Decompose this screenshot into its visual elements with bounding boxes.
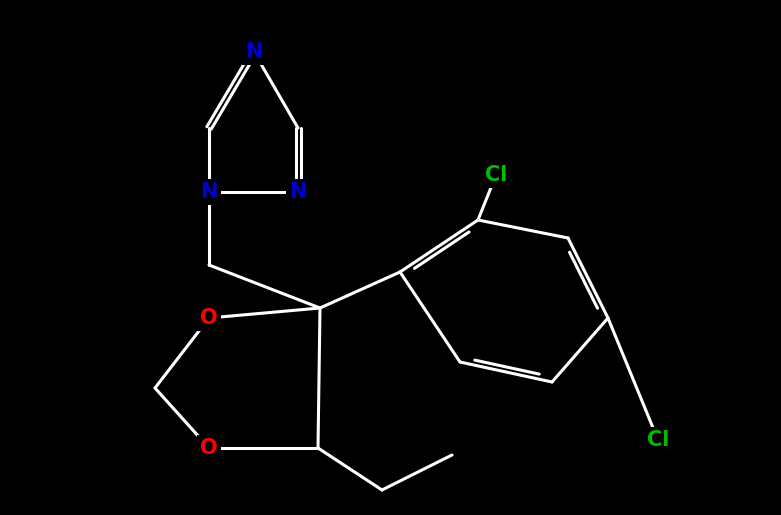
Text: O: O: [200, 438, 218, 458]
Text: N: N: [245, 42, 262, 62]
Text: N: N: [289, 182, 307, 202]
Text: Cl: Cl: [485, 165, 507, 185]
Text: Cl: Cl: [647, 430, 669, 450]
Text: O: O: [200, 308, 218, 328]
Text: N: N: [200, 182, 218, 202]
